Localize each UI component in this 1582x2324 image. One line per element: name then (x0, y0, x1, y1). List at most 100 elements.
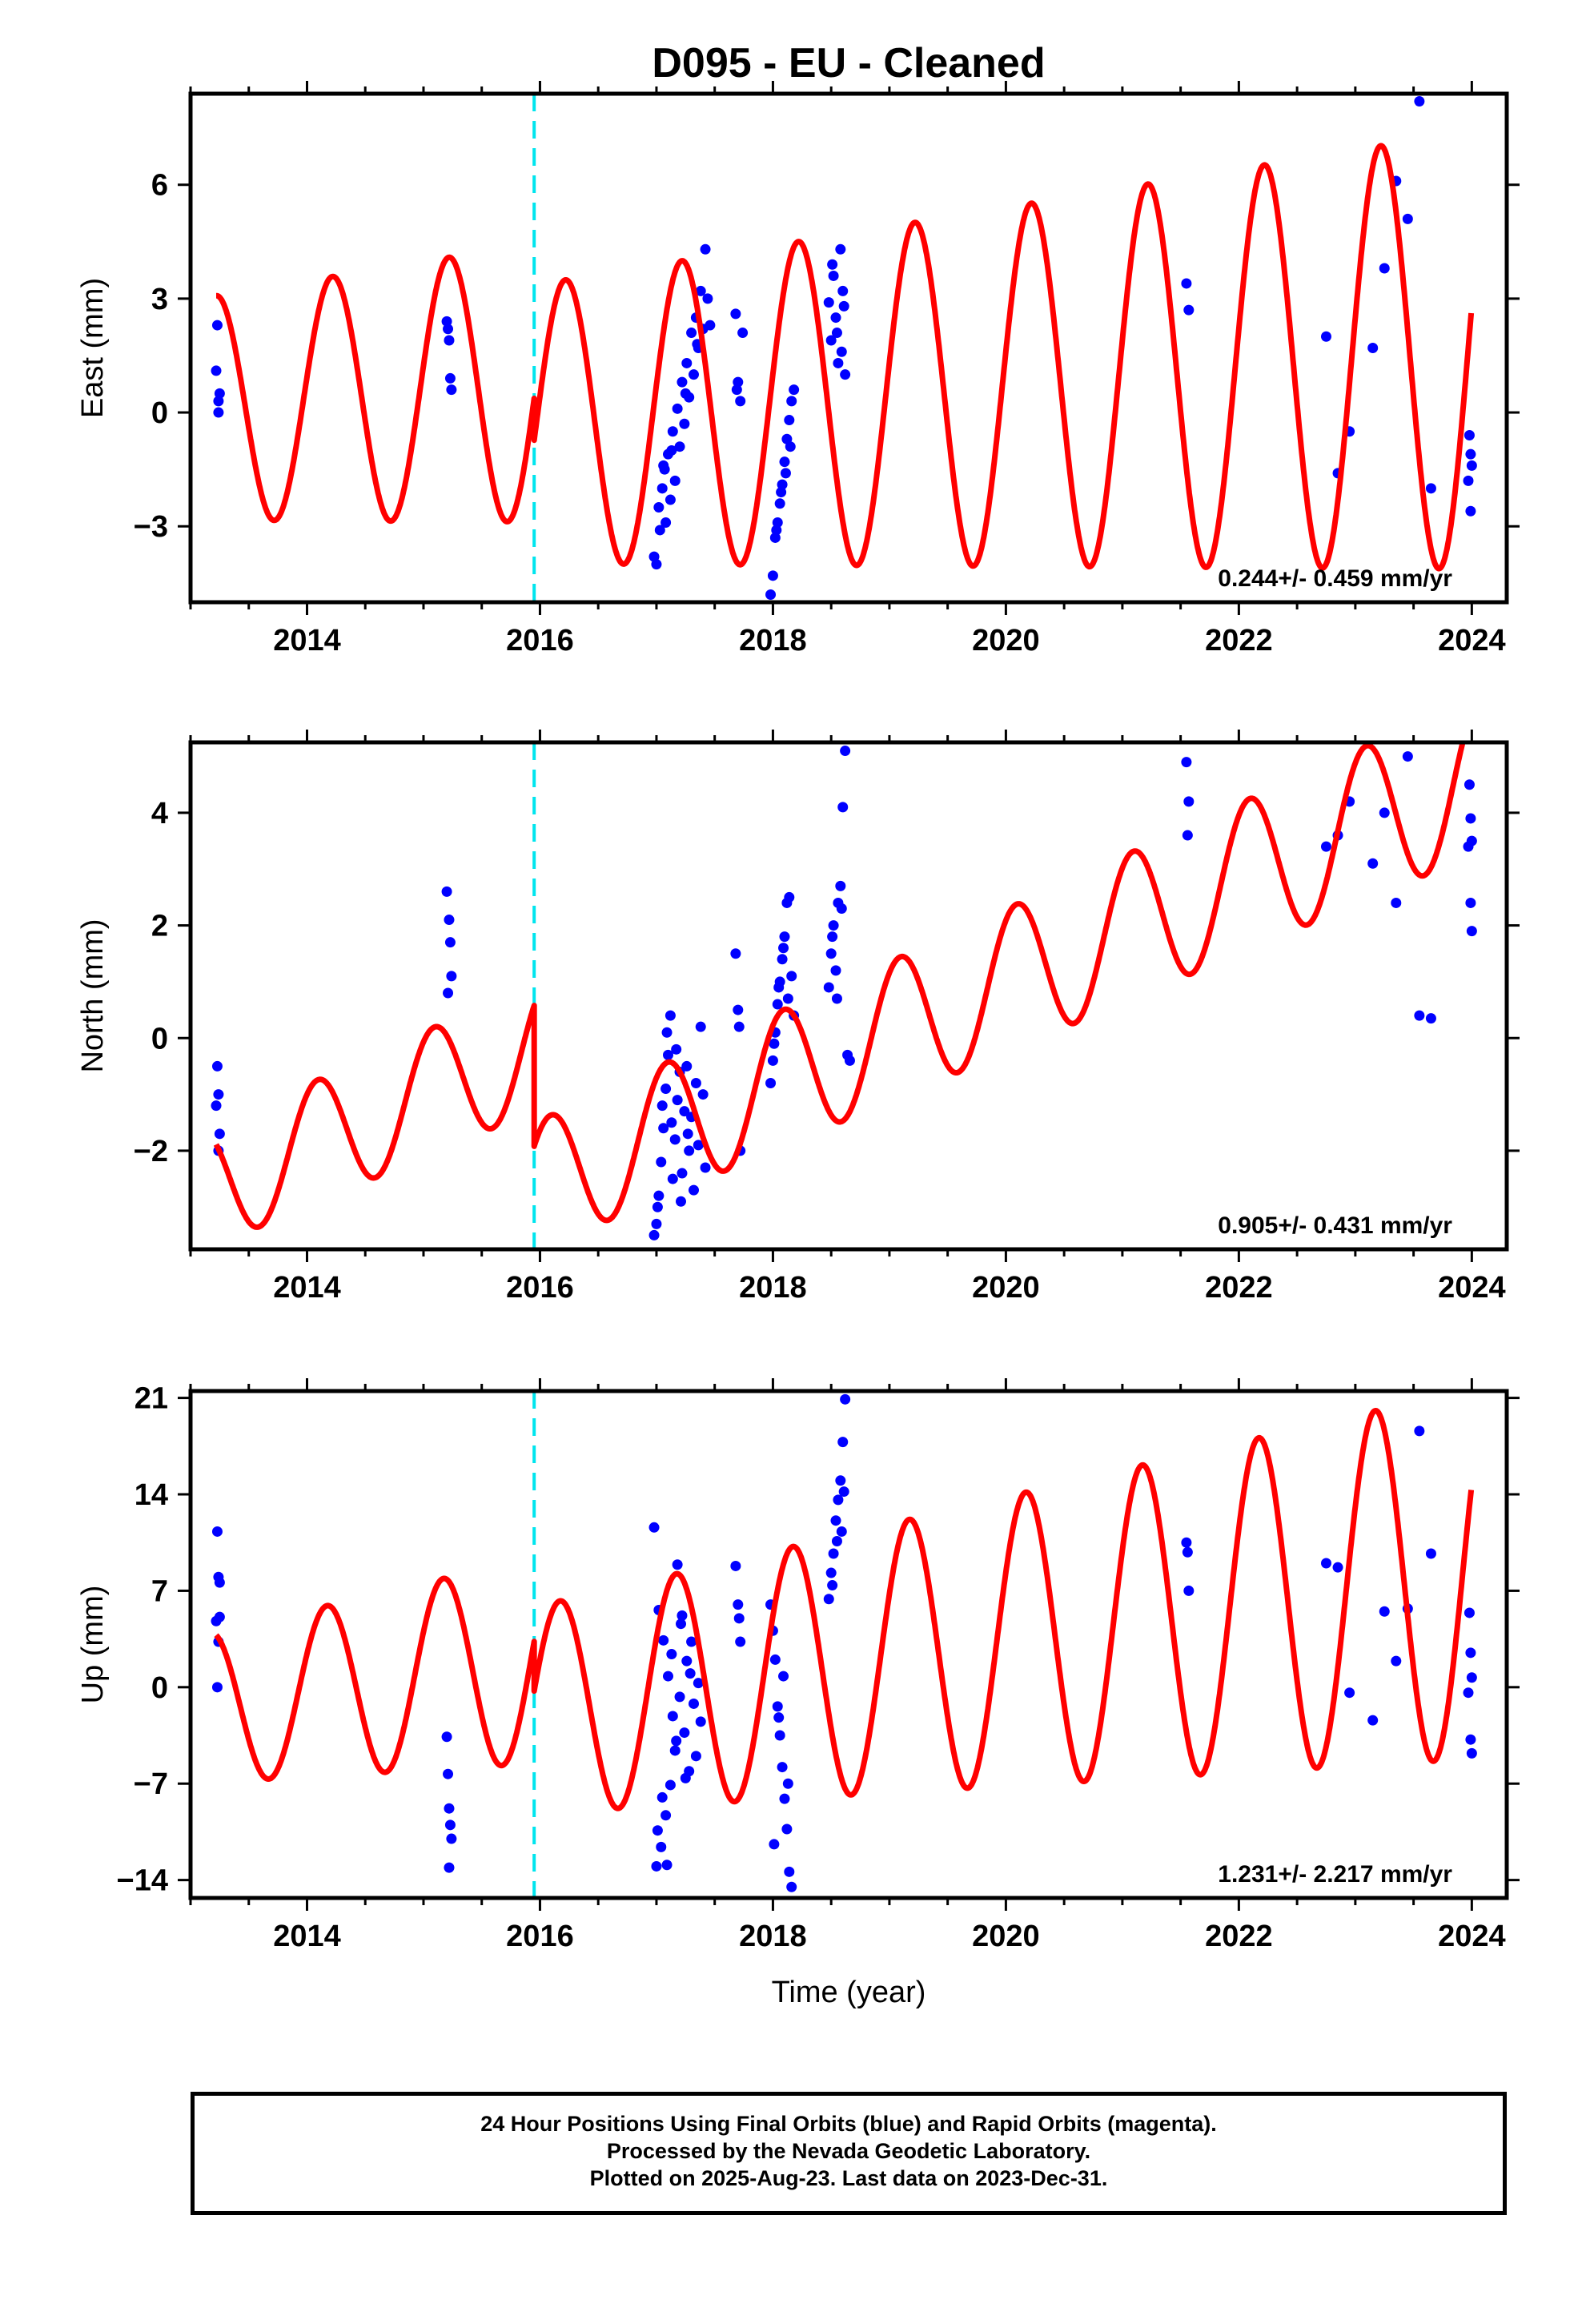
data-point (830, 965, 841, 976)
data-point (665, 1779, 676, 1791)
data-point (844, 1055, 855, 1066)
data-point (675, 1196, 686, 1207)
data-point (662, 1671, 673, 1682)
data-point (682, 1128, 693, 1140)
x-tick-label: 2020 (972, 1920, 1040, 1953)
data-point (677, 376, 688, 388)
data-point (695, 1021, 706, 1032)
data-point (831, 993, 842, 1004)
data-point (785, 441, 796, 452)
data-point (1183, 304, 1195, 316)
data-point (782, 1778, 793, 1789)
y-tick-label: 0 (151, 1671, 168, 1705)
data-point (671, 1735, 682, 1747)
y-tick-label: 3 (151, 283, 168, 316)
model-fit-curve (214, 1408, 1475, 1811)
data-point (1414, 95, 1425, 107)
data-point (653, 502, 665, 513)
data-point (779, 931, 790, 943)
data-point (702, 293, 713, 304)
data-point (828, 920, 839, 931)
data-point (1181, 278, 1192, 289)
x-tick-label: 2024 (1438, 624, 1506, 657)
data-point (1463, 475, 1474, 486)
data-point (827, 1580, 838, 1591)
data-point (835, 880, 846, 891)
data-point (444, 915, 455, 926)
data-point (656, 1156, 667, 1168)
data-point (656, 1791, 668, 1803)
data-point (672, 1559, 683, 1570)
data-point (837, 285, 849, 296)
data-point (211, 1060, 223, 1072)
data-point (778, 943, 789, 954)
data-point (765, 589, 777, 601)
data-point (690, 1751, 701, 1762)
data-point (672, 1095, 683, 1106)
data-point (680, 388, 691, 399)
data-point (773, 982, 785, 993)
data-point (772, 999, 783, 1010)
data-point (211, 1100, 222, 1112)
data-point (1320, 1558, 1331, 1569)
data-point (666, 1649, 677, 1660)
data-point (778, 1671, 789, 1682)
y-tick-label: 14 (135, 1478, 168, 1512)
data-point (1466, 460, 1477, 471)
data-point (1465, 448, 1476, 460)
data-point (648, 1229, 660, 1240)
data-point (731, 384, 742, 396)
data-point (833, 1494, 844, 1506)
info-footer-box: 24 Hour Positions Using Final Orbits (bl… (191, 2092, 1507, 2215)
data-point (689, 1698, 700, 1709)
y-tick-label: 2 (151, 910, 168, 943)
data-point (661, 1860, 673, 1871)
data-point (661, 517, 672, 528)
data-point (686, 1636, 697, 1647)
data-point (1463, 841, 1474, 852)
x-tick-label: 2022 (1205, 1271, 1273, 1305)
data-point (661, 1810, 672, 1821)
y-tick-label: 21 (135, 1382, 168, 1416)
data-point (1344, 1687, 1355, 1699)
data-point (1181, 1537, 1192, 1548)
data-point (648, 1522, 660, 1533)
data-point (679, 1727, 690, 1739)
data-point (444, 1819, 456, 1831)
data-point (446, 971, 457, 982)
y-tick-label: 0 (151, 1022, 168, 1055)
data-point (831, 1535, 842, 1546)
data-point (672, 403, 683, 414)
data-point (835, 1475, 846, 1486)
data-point (825, 1567, 837, 1578)
data-point (214, 1577, 225, 1588)
data-point (693, 1678, 704, 1689)
data-point (444, 372, 456, 384)
data-point (681, 1655, 693, 1667)
panel-frame (188, 740, 1509, 1252)
data-point (730, 948, 741, 959)
model-fit-curve (214, 143, 1475, 572)
data-point (782, 993, 793, 1004)
data-point (1182, 1546, 1193, 1558)
data-point (789, 384, 800, 396)
data-point (1463, 1687, 1474, 1699)
data-points (211, 1393, 1477, 1892)
x-tick-label: 2018 (739, 624, 807, 657)
data-point (769, 1654, 781, 1665)
data-point (784, 415, 795, 426)
data-point (677, 1610, 688, 1621)
data-point (689, 369, 700, 380)
data-point (1414, 1425, 1425, 1437)
data-point (665, 1010, 676, 1021)
rate-label: 0.244+/- 0.459 mm/yr (1218, 565, 1452, 592)
footer-line-orbits: 24 Hour Positions Using Final Orbits (bl… (480, 2112, 1217, 2136)
data-point (444, 1862, 455, 1873)
data-point (680, 1772, 691, 1783)
data-point (769, 1839, 780, 1850)
data-point (773, 1712, 785, 1723)
data-point (689, 1184, 700, 1196)
data-point (780, 468, 791, 479)
data-point (767, 570, 778, 581)
